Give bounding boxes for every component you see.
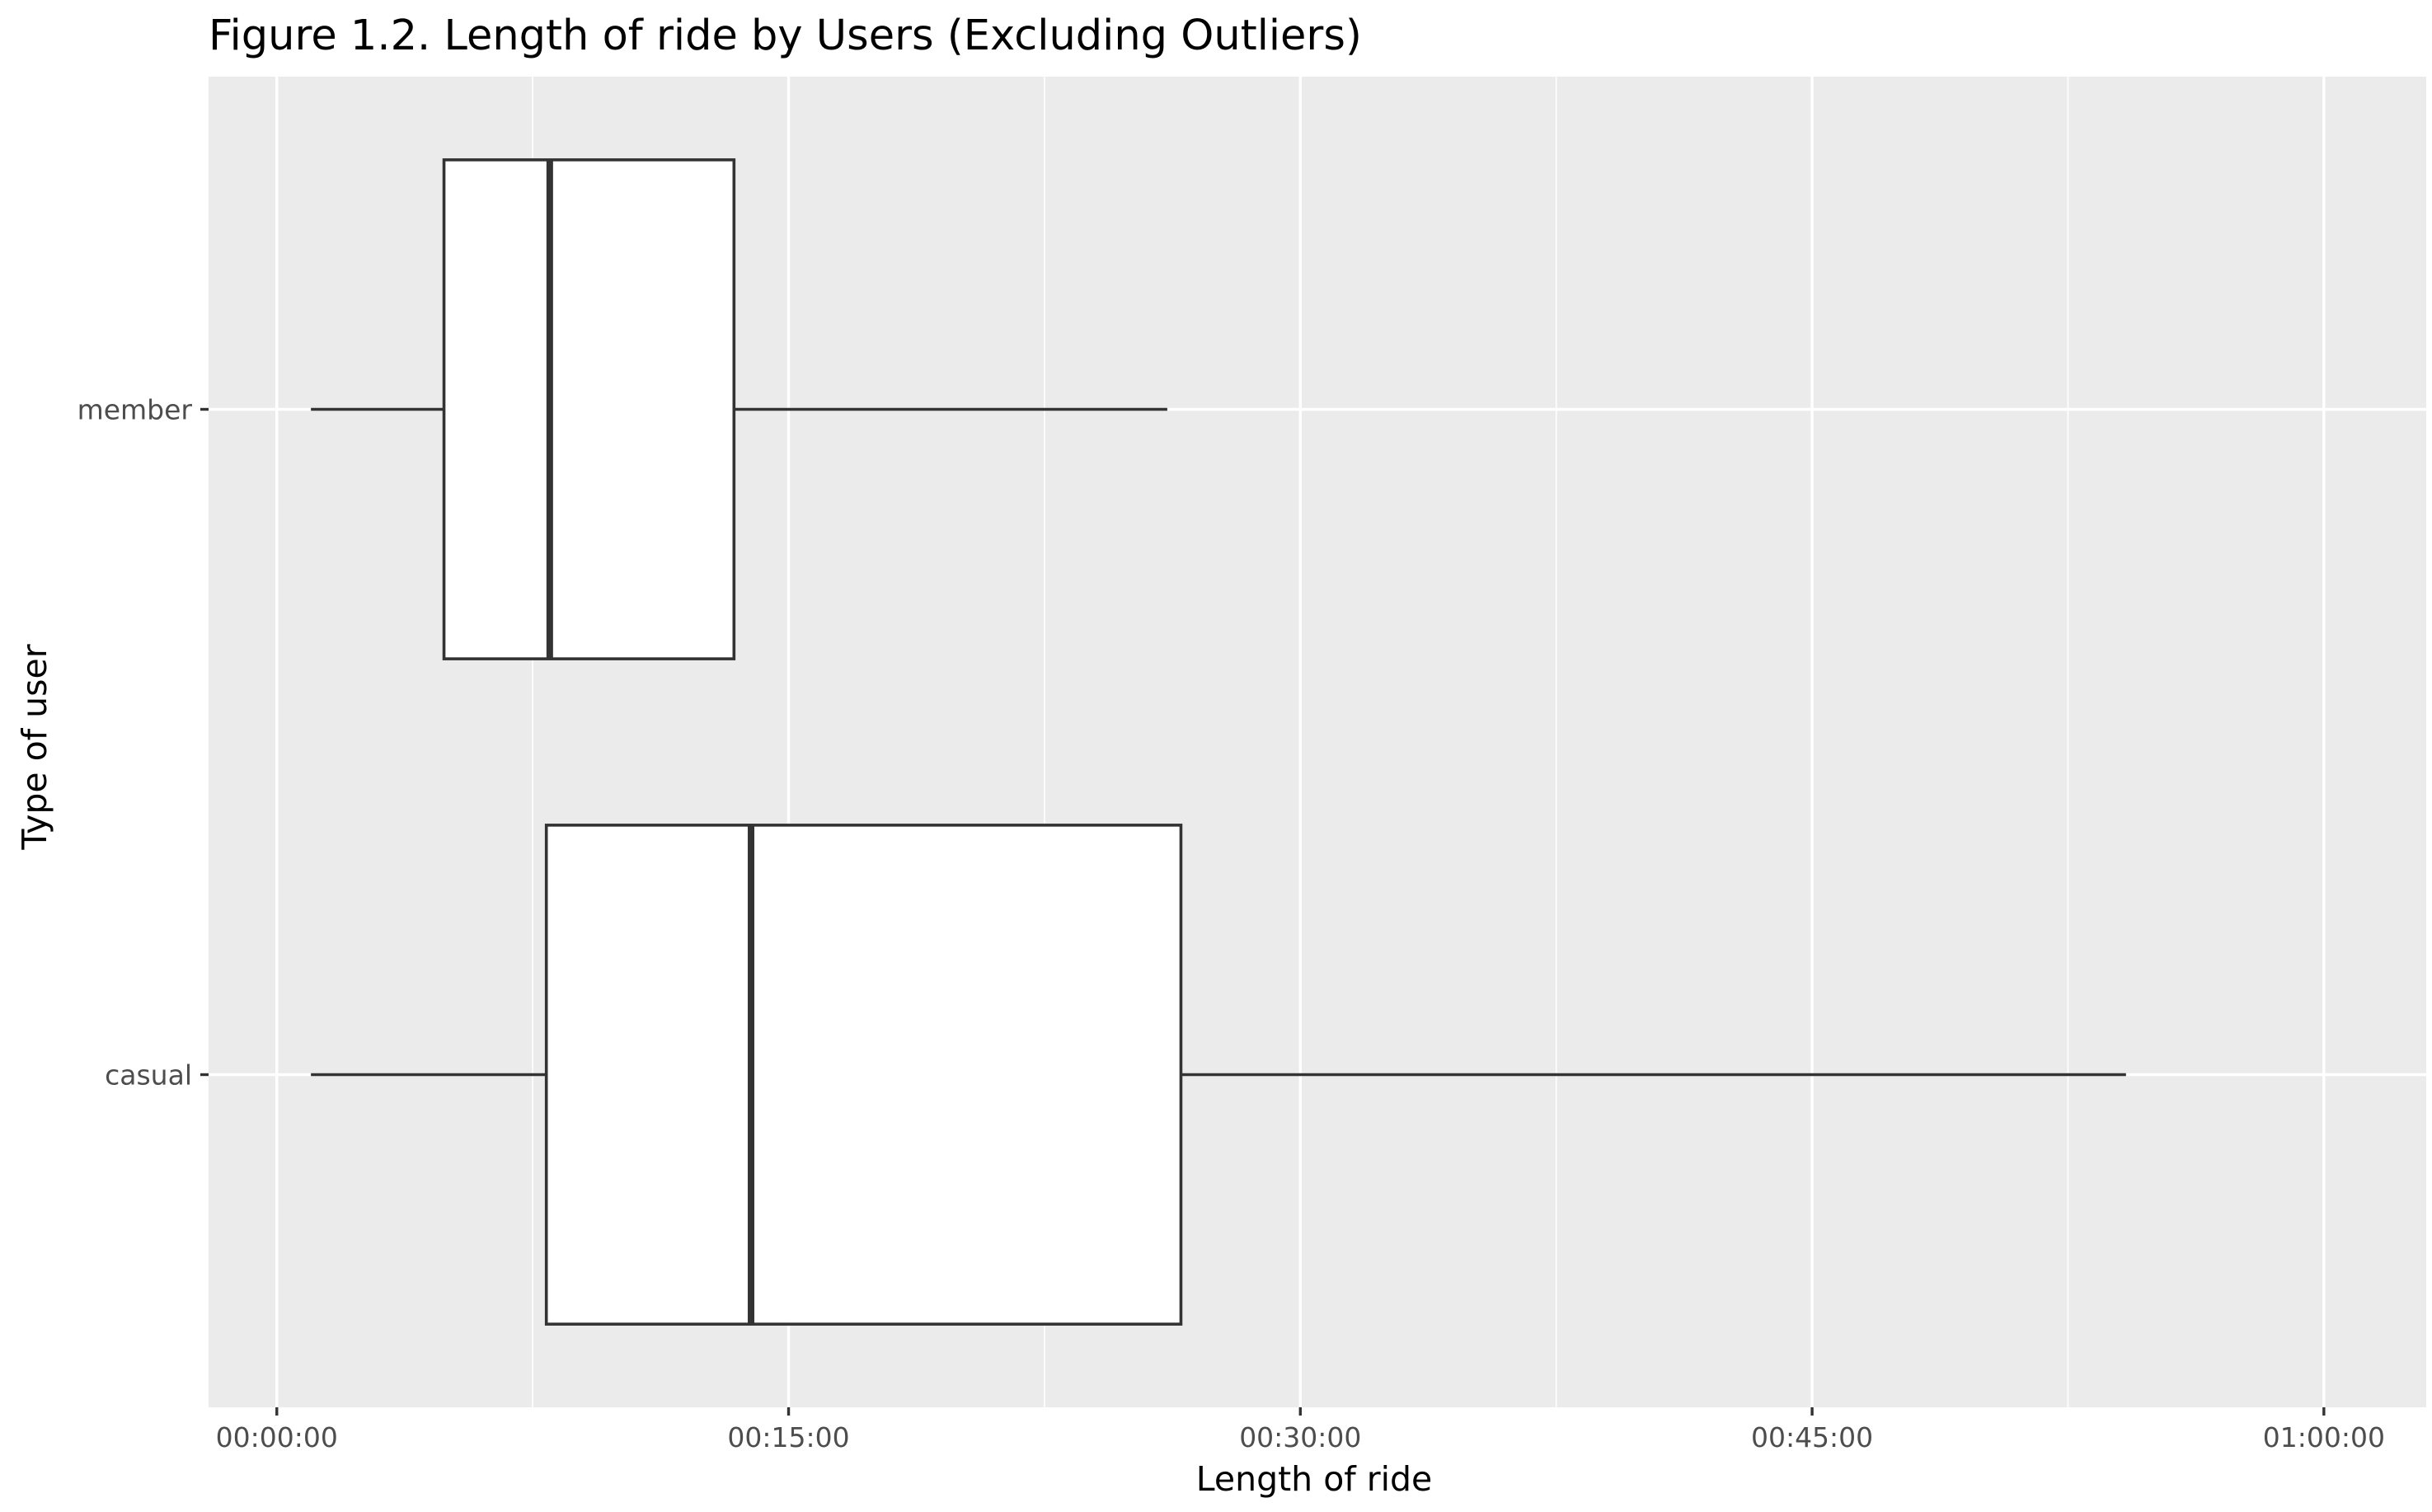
x-tick-label-4: 01:00:00 <box>2263 1421 2385 1453</box>
y-axis-title: Type of user <box>15 644 54 850</box>
x-tick-label-2: 00:30:00 <box>1239 1421 1361 1453</box>
x-axis: 00:00:00 00:15:00 00:30:00 00:45:00 01:00:00 <box>216 1407 2385 1453</box>
chart-title: Figure 1.2. Length of ride by Users (Exc… <box>209 12 1362 60</box>
x-axis-title: Length of ride <box>1196 1459 1433 1499</box>
iqr-box-casual <box>544 824 1183 1326</box>
box-casual <box>311 824 2126 1326</box>
y-tick-label-casual: casual <box>105 1059 192 1092</box>
boxes <box>311 158 2126 1326</box>
y-axis: casual member <box>77 394 209 1092</box>
iqr-box-member <box>442 158 736 660</box>
y-tick-label-member: member <box>77 394 193 426</box>
x-tick-label-3: 00:45:00 <box>1751 1421 1873 1453</box>
x-tick-label-0: 00:00:00 <box>216 1421 338 1453</box>
box-member <box>311 158 1167 660</box>
x-tick-label-1: 00:15:00 <box>727 1421 849 1453</box>
